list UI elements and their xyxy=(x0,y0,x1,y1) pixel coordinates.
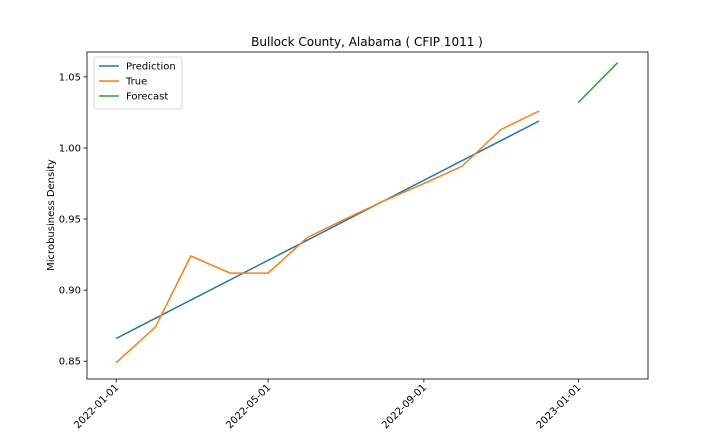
legend-label-prediction: Prediction xyxy=(126,62,176,73)
legend: Prediction True Forecast xyxy=(93,56,183,110)
y-tick-label: 0.90 xyxy=(59,286,81,297)
y-tick-label: 0.85 xyxy=(59,357,81,368)
y-tick-label: 1.05 xyxy=(59,72,81,83)
legend-label-true: True xyxy=(125,77,147,88)
series-line-prediction xyxy=(115,120,540,340)
chart-title: Bullock County, Alabama ( CFIP 1011 ) xyxy=(251,35,483,49)
series-lines xyxy=(115,62,619,364)
y-axis: 0.85 0.90 0.95 1.00 1.05 xyxy=(59,72,87,368)
legend-label-forecast: Forecast xyxy=(126,92,168,103)
plot-area xyxy=(86,51,649,380)
series-line-true xyxy=(115,110,540,364)
y-axis-label: Microbusiness Density xyxy=(46,159,57,271)
plot-frame xyxy=(86,51,649,380)
y-tick-label: 0.95 xyxy=(59,215,81,226)
y-tick-label: 1.00 xyxy=(59,143,81,154)
series-line-forecast xyxy=(577,62,619,104)
